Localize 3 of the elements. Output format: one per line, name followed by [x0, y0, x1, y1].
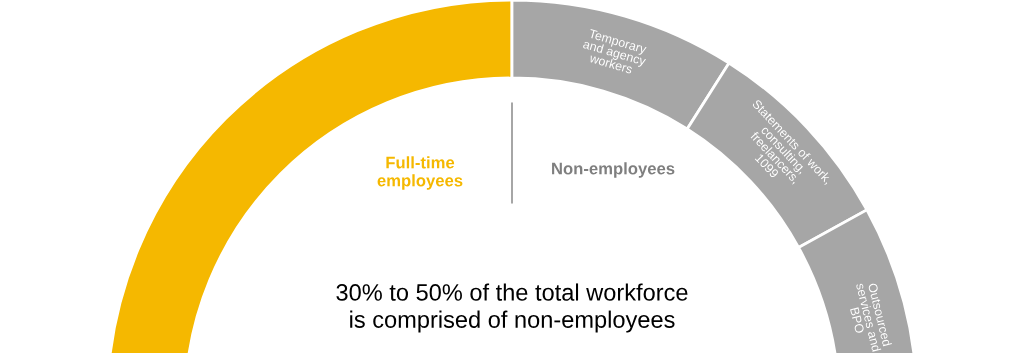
slice-label: Full-time employees	[377, 156, 463, 190]
text: 30% to 50% of the total workforce is comprised of non-employees	[336, 283, 688, 333]
text: Non-employees	[552, 162, 675, 178]
